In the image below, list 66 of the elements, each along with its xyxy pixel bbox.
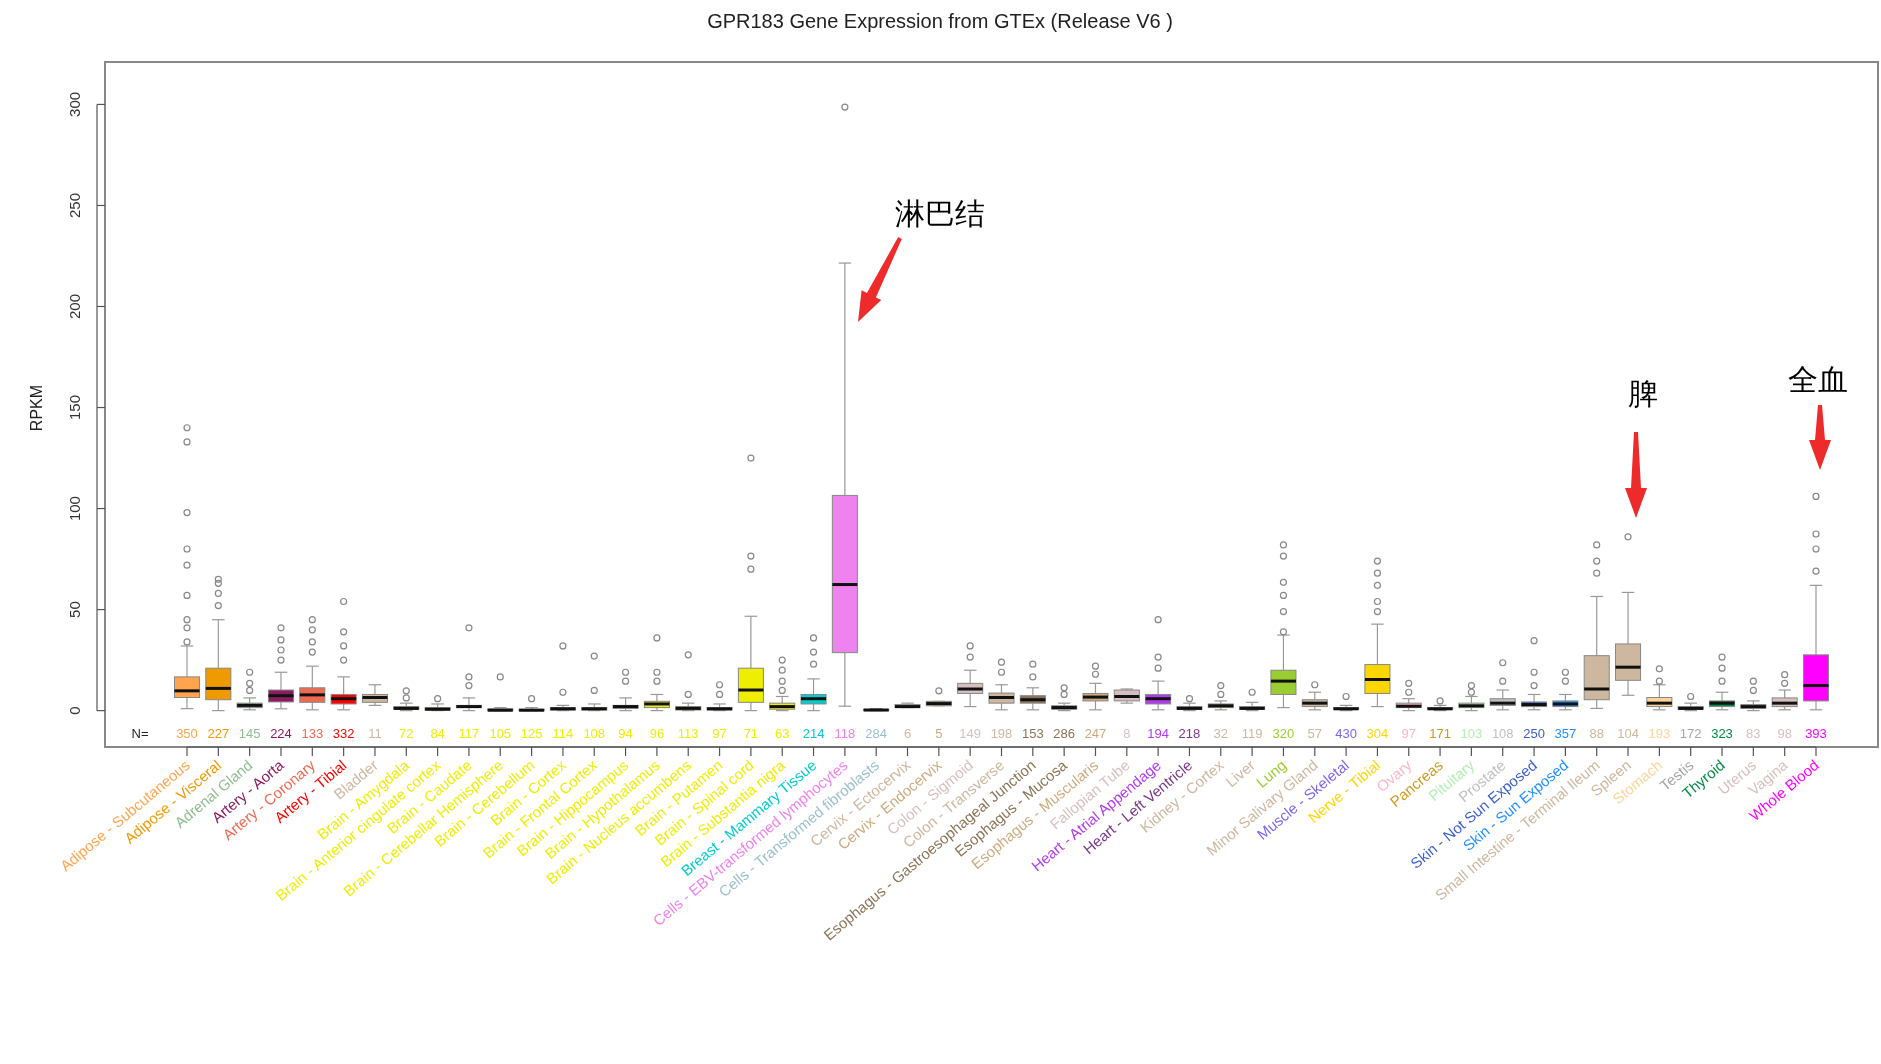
annotation: 全血	[1788, 362, 1848, 397]
text: 357	[1554, 726, 1577, 741]
text: 94	[618, 726, 633, 741]
text: 104	[1617, 726, 1639, 741]
text: 224	[270, 726, 292, 741]
text: 323	[1711, 726, 1733, 741]
text: 153	[1021, 726, 1044, 741]
text: 172	[1679, 726, 1702, 741]
text: 133	[301, 726, 324, 741]
annotation: 脾	[1628, 376, 1658, 411]
text: 83	[1746, 726, 1761, 741]
text: 145	[238, 726, 261, 741]
text: 198	[990, 726, 1013, 741]
text: 118	[834, 726, 856, 741]
y-tick-label: 100	[66, 496, 83, 522]
text: 8	[1123, 726, 1131, 741]
annotation: 淋巴结	[895, 196, 985, 231]
text: 108	[1491, 726, 1514, 741]
y-axis-title: RPKM	[28, 384, 45, 432]
text: 71	[743, 726, 759, 741]
text: 6	[903, 726, 912, 741]
text: 350	[176, 726, 198, 741]
text: 5	[935, 726, 943, 741]
text: 430	[1335, 726, 1357, 741]
y-tick-label: 150	[66, 395, 83, 421]
text: 304	[1366, 726, 1389, 741]
text: 103	[1460, 726, 1483, 741]
y-tick-label: 250	[66, 192, 83, 218]
text: 320	[1272, 726, 1295, 741]
text: 149	[959, 726, 982, 741]
text: 227	[207, 726, 230, 741]
text: 250	[1523, 726, 1545, 741]
text: 113	[677, 726, 699, 741]
chart-title: GPR183 Gene Expression from GTEx (Release V6 )	[707, 10, 1173, 32]
y-tick-label: 300	[66, 91, 83, 117]
text: 88	[1589, 726, 1604, 741]
text: 393	[1805, 726, 1827, 741]
text: 218	[1178, 726, 1201, 741]
text: 194	[1147, 726, 1169, 741]
text: N=	[131, 726, 149, 741]
text: 171	[1429, 726, 1451, 741]
text: 98	[1777, 726, 1792, 741]
text: 117	[458, 726, 480, 741]
text: 11	[368, 726, 382, 741]
text: 63	[774, 726, 790, 741]
text: 247	[1084, 726, 1107, 741]
text: 57	[1307, 726, 1322, 741]
text: 286	[1053, 726, 1076, 741]
text: 114	[552, 726, 574, 741]
text: 105	[489, 726, 512, 741]
text: 193	[1648, 726, 1671, 741]
text: 108	[583, 726, 606, 741]
text: 32	[1213, 726, 1229, 741]
text: 97	[1401, 726, 1416, 741]
text: 125	[520, 726, 543, 741]
text: 214	[802, 726, 825, 741]
y-tick-label: 0	[66, 706, 83, 715]
text: 84	[430, 726, 445, 741]
text: 96	[649, 726, 665, 741]
text: 119	[1241, 726, 1263, 741]
text: 72	[399, 726, 414, 741]
y-tick-label: 200	[66, 293, 83, 320]
text: 97	[712, 726, 727, 741]
text: 332	[332, 726, 355, 741]
y-tick-label: 50	[66, 601, 83, 618]
text: 284	[865, 726, 888, 741]
